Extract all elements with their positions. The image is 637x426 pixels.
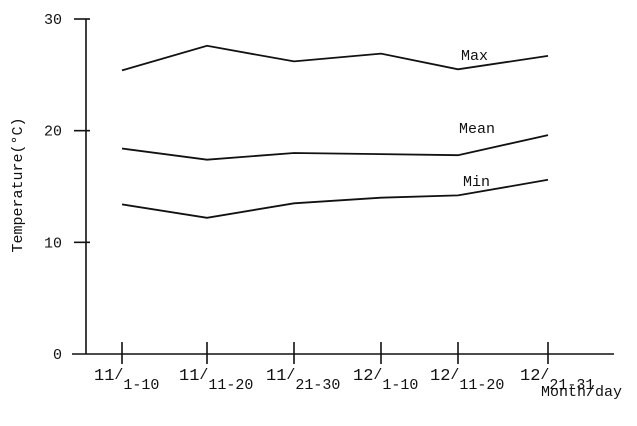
series-line-mean (121, 134, 549, 161)
y-ticks: 0 10 20 30 (44, 12, 90, 364)
x-tick-label: 11/1-10 (94, 367, 159, 394)
series-label-mean: Mean (459, 121, 495, 138)
x-tick-label: 11/21-30 (266, 367, 340, 394)
series-lines (121, 44, 549, 219)
y-tick-label: 30 (44, 12, 62, 29)
series-line-max (121, 44, 549, 72)
x-tick-label: 12/11-20 (430, 367, 504, 394)
y-tick-label: 0 (53, 347, 62, 364)
y-tick-label: 10 (44, 235, 62, 252)
y-tick-label: 20 (44, 124, 62, 141)
y-axis-label: Temperature(°C) (10, 117, 27, 252)
series-label-max: Max (461, 48, 488, 65)
series-labels: Max Mean Min (459, 48, 495, 191)
x-ticks: 11/1-10 11/11-20 11/21-30 12/1-10 12/11-20 12… (94, 342, 594, 394)
x-tick-label: 11/11-20 (179, 367, 253, 394)
x-tick-label: 12/1-10 (353, 367, 418, 394)
series-label-min: Min (463, 174, 490, 191)
x-axis-label: Month/day (541, 384, 622, 401)
series-line-min (121, 178, 549, 219)
x-tick-label: 12/21-31 (520, 367, 594, 394)
